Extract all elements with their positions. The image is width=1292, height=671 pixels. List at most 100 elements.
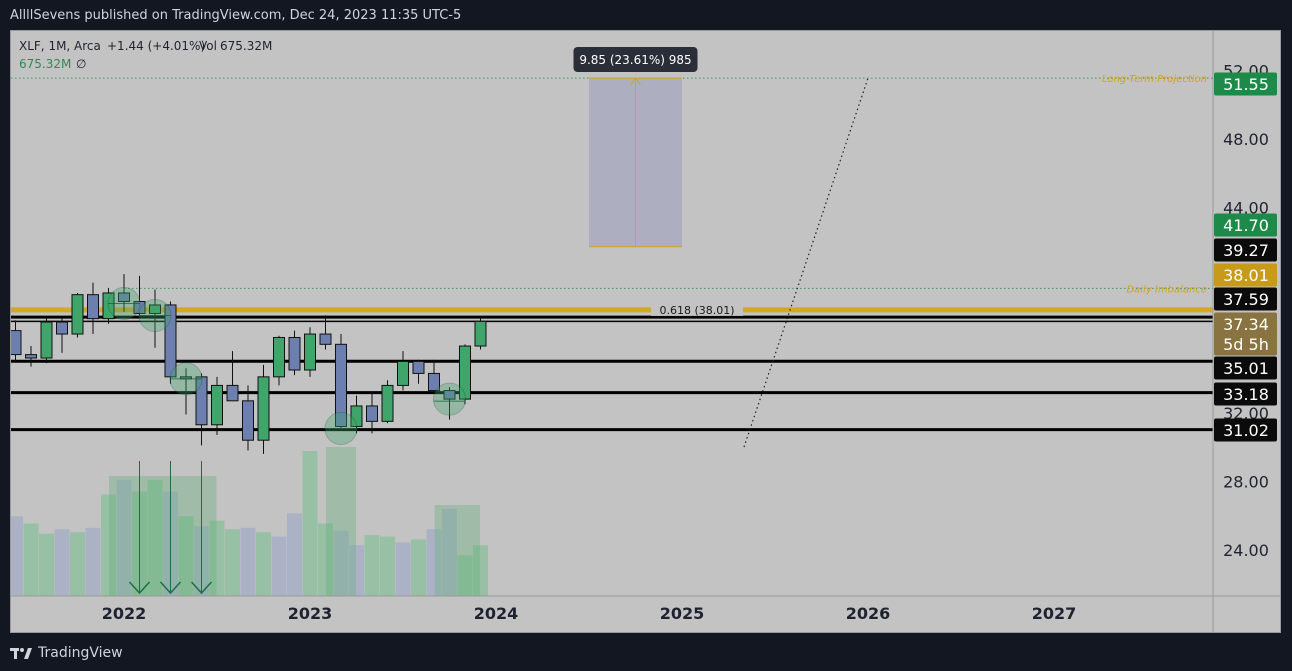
candle-body (474, 320, 487, 347)
volume-bar (8, 516, 23, 596)
candle-body (56, 321, 68, 335)
x-tick-label: 2025 (660, 604, 705, 623)
publish-header: AllllSevens published on TradingView.com… (0, 0, 1292, 30)
volume-bar (318, 523, 333, 596)
volume-layer (8, 447, 488, 596)
legend-volume-value: 675.32M (220, 39, 272, 53)
candle-body (257, 376, 270, 441)
volume-bar (70, 532, 85, 596)
legend-symbol: XLF, 1M, Arca (19, 39, 101, 53)
price-badge (1214, 382, 1277, 406)
candle-body (164, 304, 177, 378)
volume-bar (473, 545, 488, 596)
candle-body (118, 292, 130, 303)
price-badge-label: 35.01 (1223, 359, 1269, 378)
price-badge (1214, 238, 1277, 262)
price-badge-label: 33.18 (1223, 385, 1269, 404)
volume-bar (302, 451, 318, 596)
candle-body (381, 384, 394, 422)
candle-body (459, 345, 471, 400)
down-arrow-head (159, 581, 182, 595)
candle-body (71, 294, 84, 335)
volume-bar (178, 516, 194, 596)
markers (107, 287, 466, 595)
candle-body (412, 360, 425, 374)
volume-bar (380, 536, 395, 596)
candle-body (149, 304, 161, 314)
candle-body (87, 294, 99, 320)
candle-body (443, 390, 456, 400)
candle-body (319, 333, 332, 345)
price-badge-label: 41.70 (1223, 216, 1269, 235)
candle-body (273, 336, 285, 378)
volume-bar (442, 509, 457, 596)
legend-change: +1.44 (+4.01%) (107, 39, 205, 53)
down-arrow-head (128, 581, 151, 595)
price-badge-label: 39.27 (1223, 241, 1269, 260)
volume-bar (39, 533, 54, 596)
fib-label-bg (651, 303, 743, 316)
y-tick-label: 32.00 (1223, 404, 1269, 423)
legend: XLF, 1M, Arca +1.44 (+4.01%)Vol 675.32M675… (19, 39, 272, 71)
candlestick-chart[interactable]: Long-Term Projection Daily Imbalance 0.618… (8, 31, 1280, 632)
volume-bar (54, 529, 70, 596)
candle-body (366, 405, 378, 422)
volume-bar (147, 480, 163, 596)
price-badge (1214, 72, 1277, 96)
volume-bar (23, 523, 39, 596)
volume-bar (116, 480, 132, 596)
candle-body (133, 301, 146, 314)
candle-body (304, 333, 316, 371)
volume-bar (225, 529, 240, 596)
candle-body (25, 354, 37, 359)
level-annotation: Long-Term Projection (1102, 74, 1207, 85)
volume-highlight (434, 505, 480, 596)
x-tick-label: 2026 (846, 604, 891, 623)
y-tick-label: 28.00 (1223, 472, 1269, 491)
candles (9, 274, 487, 454)
y-tick-label: 24.00 (1223, 541, 1269, 560)
volume-bar (271, 536, 287, 596)
price-badge (1214, 418, 1277, 442)
publish-line: AllllSevens published on TradingView.com… (10, 8, 462, 23)
volume-highlight (326, 447, 356, 596)
candle-body (102, 292, 115, 320)
circle-marker (433, 382, 466, 416)
price-badge (1214, 356, 1277, 380)
volume-bar (395, 542, 411, 596)
price-badge (1214, 312, 1277, 336)
chart-frame[interactable]: Long-Term Projection Daily Imbalance 0.618… (8, 30, 1281, 633)
price-badge-label: 37.34 (1223, 315, 1269, 334)
level-annotation: Daily Imbalance (1126, 284, 1207, 295)
volume-bar (85, 527, 101, 596)
price-badge (1214, 332, 1277, 356)
volume-bar (333, 530, 349, 596)
volume-bar (411, 539, 426, 596)
legend-volume-line2: 675.32M (19, 57, 71, 71)
volume-highlight (109, 476, 217, 596)
measure-tooltip (573, 47, 698, 72)
candle-body (9, 330, 22, 356)
tradingview-logo-icon (10, 648, 32, 659)
volume-bar (426, 529, 442, 596)
volume-bar (209, 520, 225, 596)
tradingview-logo[interactable]: TradingView (10, 645, 123, 661)
level-lines: Long-Term Projection Daily Imbalance 0.618… (11, 74, 1213, 448)
fib-label: 0.618 (38.01) (659, 304, 734, 317)
x-tick-label: 2022 (102, 604, 147, 623)
candle-body (226, 384, 239, 402)
y-tick-label: 48.00 (1223, 130, 1269, 149)
measure-tooltip-label: 9.85 (23.61%) 985 (579, 53, 691, 67)
volume-bar (240, 527, 256, 596)
footer: TradingView (0, 636, 1292, 671)
measure-tool: 9.85 (23.61%) 985 (573, 47, 698, 248)
volume-bar (364, 535, 380, 596)
measure-arrow-head (630, 77, 641, 86)
y-tick-label: 44.00 (1223, 198, 1269, 217)
candle-body (288, 336, 301, 371)
volume-bar (457, 555, 473, 596)
price-badge (1214, 263, 1277, 287)
candle-body (428, 372, 440, 392)
volume-bar (101, 494, 116, 596)
